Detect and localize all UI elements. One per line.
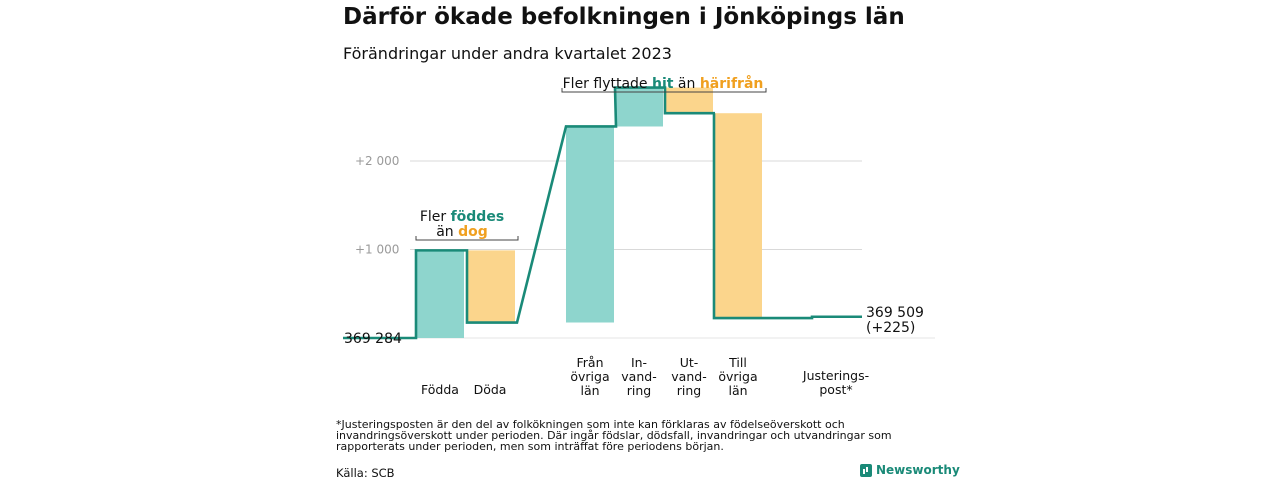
bar-invandring <box>615 87 663 127</box>
start-value-label: 369 284 <box>344 331 402 347</box>
footnote: *Justeringsposten är den del av folkökni… <box>336 418 892 453</box>
category-label: vand- <box>621 369 656 384</box>
category-label: post* <box>819 382 852 397</box>
annotation-births-line2: än dog <box>436 224 488 240</box>
category-label: vand- <box>671 369 706 384</box>
category-label: ring <box>677 383 701 398</box>
end-value-label: 369 509 <box>866 305 924 321</box>
category-label: övriga <box>570 369 609 384</box>
newsworthy-logo-icon <box>860 463 872 477</box>
category-label: In- <box>631 355 647 370</box>
waterfall-chart: +2 000 +1 000 369 284 369 509(+225) Födda Död… <box>343 75 935 398</box>
category-label: Födda <box>421 382 459 397</box>
bar-döda <box>467 250 515 323</box>
category-label: övriga <box>718 369 757 384</box>
chart-subtitle: Förändringar under andra kvartalet 2023 <box>343 44 672 63</box>
source-label: Källa: SCB <box>336 466 395 480</box>
bar-födda <box>416 250 464 338</box>
y-tick-label: +2 000 <box>355 154 399 168</box>
y-tick-label: +1 000 <box>355 243 399 257</box>
category-label: Justerings- <box>802 368 869 383</box>
brand: Newsworthy <box>860 463 960 477</box>
category-label: län <box>580 383 599 398</box>
category-label: Till <box>728 355 747 370</box>
annotation-bracket-migration <box>561 88 767 93</box>
category-label: Ut- <box>680 355 699 370</box>
annotation-births: Fler föddes <box>420 209 504 225</box>
chart-title: Därför ökade befolkningen i Jönköpings l… <box>343 4 905 30</box>
category-label: län <box>728 383 747 398</box>
brand-name: Newsworthy <box>876 463 960 477</box>
annotation-bracket-births <box>415 236 519 241</box>
category-label: Från <box>576 355 603 370</box>
annotation-migration: Fler flyttade hit än härifrån <box>563 75 764 92</box>
category-label: ring <box>627 383 651 398</box>
end-change-label: (+225) <box>866 320 915 336</box>
bar-frånövrigalän <box>566 126 614 323</box>
bar-tillövrigalän <box>714 113 762 319</box>
category-label: Döda <box>474 382 507 397</box>
waterfall-line <box>343 86 862 340</box>
